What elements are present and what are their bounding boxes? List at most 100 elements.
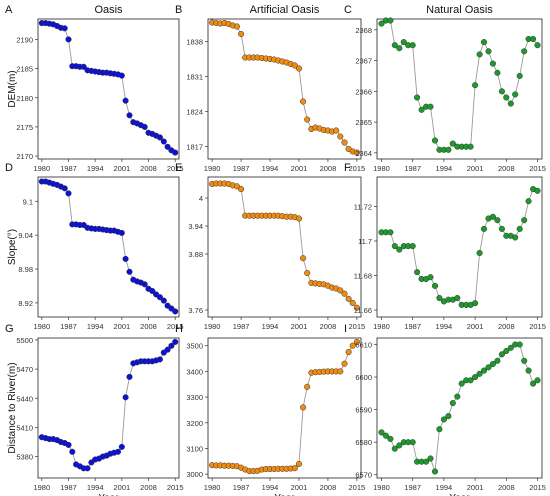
y-tick-label: 2368 (355, 26, 372, 35)
x-tick-label: 2015 (167, 322, 184, 331)
y-tick-label: 8.92 (18, 299, 33, 308)
data-point (525, 367, 532, 374)
data-point (440, 416, 447, 423)
x-tick-label: 2001 (113, 164, 130, 173)
data-point (427, 274, 434, 281)
data-point (341, 360, 348, 367)
data-point (507, 344, 514, 351)
data-point (436, 426, 443, 433)
data-point (168, 342, 175, 349)
y-tick-label: 2364 (355, 149, 372, 158)
data-point (300, 255, 307, 262)
data-point (476, 370, 483, 377)
y-tick-label: 5470 (16, 365, 33, 374)
panel-frame (207, 337, 362, 479)
data-point (233, 183, 240, 190)
x-tick-label: 2008 (498, 164, 515, 173)
data-point (345, 295, 352, 302)
y-tick-label: 2175 (16, 123, 33, 132)
y-tick-label: 3500 (186, 342, 203, 351)
x-tick-label: 1987 (404, 483, 421, 492)
x-axis-label: Year (274, 493, 295, 496)
panel-frame (376, 176, 543, 318)
data-point (341, 290, 348, 297)
data-point (503, 347, 510, 355)
x-tick-label: 2008 (140, 483, 157, 492)
data-point (485, 364, 492, 371)
data-point (160, 297, 167, 304)
panel-c: C 2364 2365 2366 2367 2368 1980 1987 1994 2001 200… (344, 4, 546, 173)
data-point (349, 342, 356, 349)
data-point (65, 36, 72, 43)
data-point (80, 63, 87, 70)
data-point (238, 186, 245, 193)
x-tick-label: 2015 (349, 483, 366, 492)
x-tick-label: 1987 (233, 322, 250, 331)
data-point (454, 294, 461, 302)
data-point (498, 88, 505, 95)
data-point (409, 42, 416, 49)
data-point (391, 445, 398, 452)
data-point (118, 443, 125, 450)
y-tick-label: 2367 (355, 57, 372, 66)
x-tick-label: 2008 (498, 322, 515, 331)
data-point (65, 441, 72, 448)
x-tick-label: 1980 (33, 164, 50, 173)
data-point (521, 357, 528, 364)
data-point (494, 217, 501, 224)
x-tick-label: 2008 (140, 164, 157, 173)
y-tick-label: 3100 (186, 444, 203, 453)
y-tick-label: 11.66 (354, 306, 372, 315)
y-tick-label: 3000 (186, 470, 203, 479)
data-point (295, 215, 303, 222)
panel-h: H 3000 3100 3200 3300 3400 3500 1980 1987 1994 200… (175, 323, 365, 496)
column-title: Artificial Oasis (250, 4, 320, 16)
data-point (114, 448, 122, 455)
data-point (126, 112, 133, 119)
y-tick-label: 3.88 (188, 250, 203, 259)
x-tick-label: 2008 (320, 164, 337, 173)
y-tick-label: 2185 (16, 65, 33, 74)
panel-letter: I (344, 323, 347, 335)
data-point (507, 100, 514, 107)
x-tick-label: 2001 (113, 322, 130, 331)
y-axis-label: DEM(m) (7, 70, 18, 107)
y-tick-label: 5500 (16, 336, 33, 345)
series-line (381, 344, 538, 472)
x-tick-label: 2001 (467, 164, 484, 173)
panel-letter: D (5, 162, 13, 174)
data-point (436, 294, 443, 302)
panel-letter: H (175, 323, 183, 335)
data-point (516, 341, 523, 348)
data-point (233, 23, 240, 30)
column-title: Oasis (94, 4, 123, 16)
x-tick-label: 1987 (233, 164, 250, 173)
data-point (304, 116, 311, 123)
data-point (476, 51, 483, 58)
data-point (353, 149, 360, 156)
x-tick-label: 1980 (204, 164, 221, 173)
data-point (449, 140, 456, 147)
y-tick-label: 1817 (186, 143, 203, 152)
panel-frame (37, 176, 180, 318)
data-point (414, 94, 421, 101)
data-point (449, 400, 456, 407)
panel-frame (207, 18, 362, 160)
data-point (172, 149, 179, 156)
data-point (84, 465, 91, 472)
data-point (431, 282, 439, 289)
data-point (337, 287, 344, 294)
panel-f: F 11.66 11.68 11.7 11.72 1980 1987 1994 2001 2008… (344, 162, 546, 331)
y-tick-label: 3200 (186, 419, 203, 428)
y-tick-label: 2180 (16, 94, 33, 103)
data-point (126, 268, 133, 275)
x-tick-label: 1980 (33, 322, 50, 331)
data-point (300, 404, 307, 411)
data-point (295, 65, 303, 72)
data-point (172, 338, 179, 345)
data-point (164, 143, 171, 150)
data-point (122, 97, 129, 104)
x-tick-label: 2008 (498, 483, 515, 492)
x-tick-label: 1994 (262, 164, 279, 173)
panel-letter: E (175, 162, 182, 174)
